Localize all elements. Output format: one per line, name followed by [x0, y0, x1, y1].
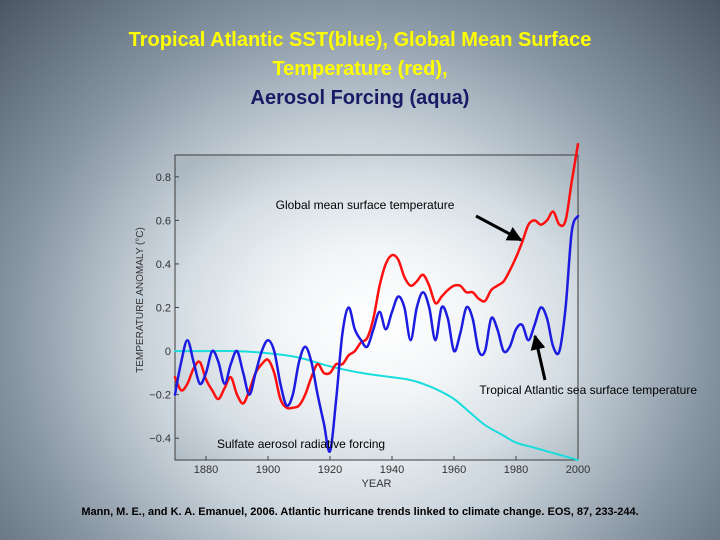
y-tick-label: 0 [165, 346, 171, 358]
y-tick-label: −0.2 [149, 390, 171, 402]
x-tick-label: 1960 [442, 464, 466, 476]
title-line-3: Aerosol Forcing (aqua) [250, 87, 470, 109]
title-line-1: Tropical Atlantic SST(blue), Global Mean… [128, 29, 592, 51]
x-tick-label: 1920 [318, 464, 342, 476]
aerosol-forcing-series-line [174, 349, 579, 461]
x-tick-label: 1880 [194, 464, 218, 476]
y-axis-label: TEMPERATURE ANOMALY (°C) [135, 227, 146, 373]
y-tick-label: 0.4 [156, 259, 171, 271]
annotation-aerosol-forcing: Sulfate aerosol radiative forcing [217, 437, 385, 451]
y-tick-label: 0.6 [156, 215, 171, 227]
annotation-tropical-atlantic-sst: Tropical Atlantic sea surface temperatur… [479, 383, 697, 397]
citation: Mann, M. E., and K. A. Emanuel, 2006. At… [81, 506, 639, 518]
y-tick-label: 0.8 [156, 172, 171, 184]
x-tick-label: 1900 [256, 464, 280, 476]
slide-title: Tropical Atlantic SST(blue), Global Mean… [0, 26, 720, 113]
global-temperature-series-line [173, 142, 580, 410]
x-tick-label: 2000 [566, 464, 590, 476]
annotation-global-temperature: Global mean surface temperature [276, 198, 455, 212]
x-tick-label: 1980 [504, 464, 528, 476]
annotation-arrow-sst [530, 334, 547, 381]
annotation-arrow-global [475, 214, 523, 242]
y-tick-label: −0.4 [149, 433, 171, 445]
x-tick-label: 1940 [380, 464, 404, 476]
title-line-2: Temperature (red), [272, 58, 448, 80]
y-tick-label: 0.2 [156, 303, 171, 315]
x-axis-label: YEAR [362, 478, 392, 490]
tropical-atlantic-sst-series-line [173, 214, 580, 453]
